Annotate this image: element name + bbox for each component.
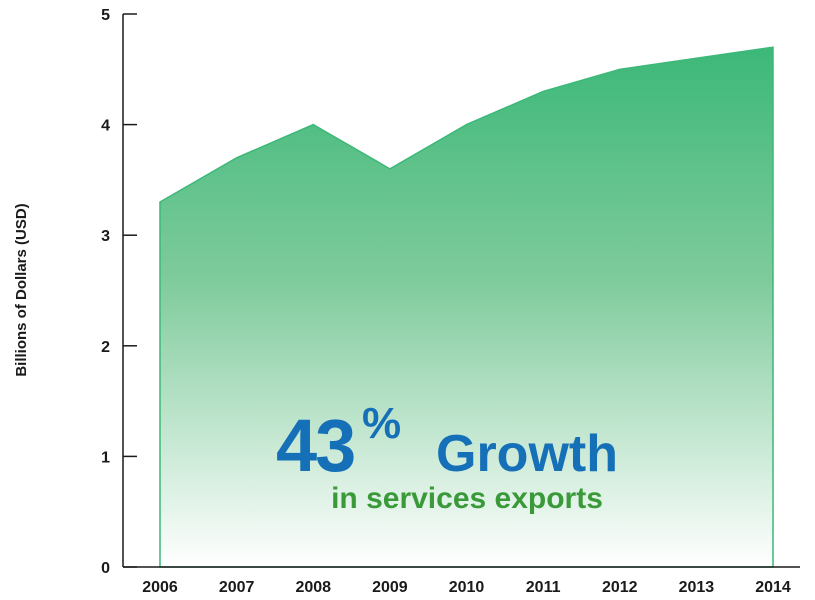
y-tick-label: 3 [101, 228, 110, 245]
x-ticks: 2006 2007 2008 2009 2010 2011 2012 2013 2014 [142, 579, 791, 596]
growth-subtext: in services exports [331, 482, 603, 515]
y-ticks: 0 1 2 3 4 5 [101, 7, 137, 577]
growth-number: 43 [276, 404, 354, 487]
y-tick-label: 2 [101, 339, 110, 356]
growth-word: Growth [436, 425, 618, 483]
y-tick-label: 4 [101, 118, 110, 135]
growth-percent-sign: % [362, 399, 401, 448]
x-tick-label: 2014 [755, 579, 791, 596]
x-tick-label: 2010 [449, 579, 485, 596]
y-tick-label: 0 [101, 560, 110, 577]
x-tick-label: 2011 [526, 579, 561, 596]
x-tick-label: 2013 [679, 579, 715, 596]
x-tick-label: 2009 [372, 579, 408, 596]
area-layer [159, 46, 774, 568]
x-tick-label: 2008 [295, 579, 331, 596]
y-tick-label: 1 [101, 449, 110, 466]
x-tick-label: 2007 [219, 579, 255, 596]
y-axis-label: Billions of Dollars (USD) [13, 203, 30, 376]
x-tick-label: 2012 [602, 579, 638, 596]
growth-annotation: 43 % Growth in services exports [276, 399, 618, 515]
x-tick-label: 2006 [142, 579, 178, 596]
area-series [159, 46, 774, 568]
y-tick-label: 5 [101, 7, 110, 24]
